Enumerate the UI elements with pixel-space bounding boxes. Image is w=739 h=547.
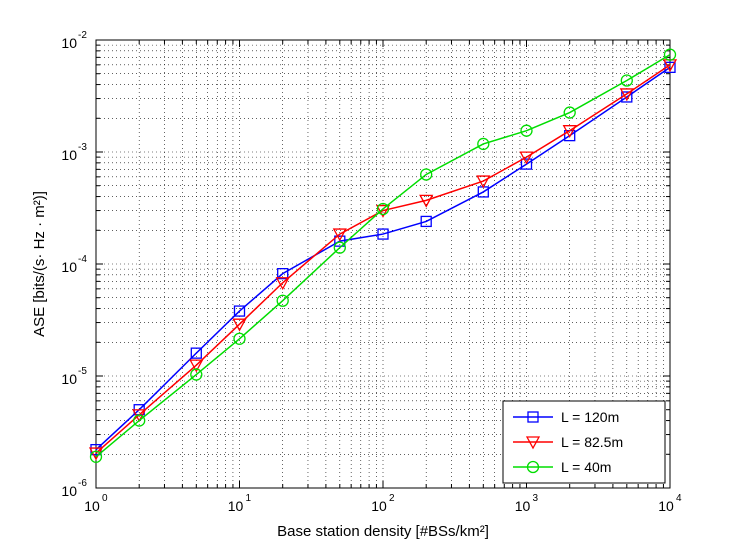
x-tick-label: 10 [84, 498, 100, 514]
series-3 [89, 48, 677, 463]
series-2 [88, 59, 678, 461]
legend-marker [527, 411, 539, 423]
x-tick-exponent: 2 [389, 493, 395, 504]
y-tick-labels: 10-610-510-410-310-2 [61, 30, 87, 499]
axis-ticks [95, 39, 671, 489]
data-point [376, 202, 390, 216]
x-tick-label: 10 [371, 498, 387, 514]
data-point [233, 332, 246, 345]
data-point [520, 158, 533, 170]
data-point [420, 168, 433, 181]
data-point [619, 88, 634, 102]
data-point [377, 228, 389, 240]
legend-marker [526, 460, 540, 474]
y-tick-exponent: -2 [78, 30, 87, 41]
x-tick-exponent: 0 [102, 493, 108, 504]
legend-label: L = 82.5m [561, 434, 623, 450]
x-tick-labels: 10 0 10 1 10 2 10 3 10 4 [84, 493, 682, 514]
x-tick-exponent: 3 [533, 493, 539, 504]
data-point [275, 277, 290, 291]
data-point [520, 124, 533, 137]
data-point [233, 305, 246, 317]
y-tick-exponent: -3 [78, 142, 87, 153]
x-tick-label: 10 [228, 498, 244, 514]
data-point [276, 294, 289, 307]
data-point [477, 137, 490, 151]
legend-item: L = 82.5m [513, 434, 623, 450]
y-tick-label: 10 [61, 259, 77, 275]
legend-marker [525, 436, 541, 450]
x-tick-label: 10 [658, 498, 674, 514]
data-point [563, 106, 576, 119]
y-tick-exponent: -6 [78, 478, 87, 489]
y-tick-exponent: -4 [78, 254, 87, 265]
y-tick-label: 10 [61, 483, 77, 499]
data-point [190, 368, 203, 381]
data-point [419, 194, 434, 208]
series-group [88, 48, 678, 463]
legend-item: L = 40m [513, 459, 611, 475]
data-point [133, 414, 146, 427]
x-tick-label: 10 [515, 498, 531, 514]
data-point [420, 215, 432, 228]
legend-label: L = 120m [561, 409, 619, 425]
y-tick-exponent: -5 [78, 366, 87, 377]
data-point [189, 359, 204, 373]
grid [96, 40, 670, 488]
y-axis-title: ASE [bits/(s· Hz · m²)] [31, 191, 48, 337]
legend: L = 120m L = 82.5m L = 40m [502, 400, 666, 484]
x-tick-exponent: 1 [246, 493, 252, 504]
data-point [476, 175, 491, 189]
x-axis-title: Base station density [#BSs/km²] [277, 523, 489, 540]
data-point [620, 74, 633, 87]
data-point [519, 151, 534, 165]
y-tick-label: 10 [61, 35, 77, 51]
series-line [95, 54, 671, 458]
legend-label: L = 40m [561, 459, 611, 475]
data-point [663, 48, 677, 61]
series-line [95, 64, 671, 454]
data-point [334, 235, 346, 247]
data-point [277, 268, 289, 280]
data-point [332, 228, 347, 242]
legend-item: L = 120m [513, 409, 619, 425]
data-point [89, 450, 103, 463]
data-point [333, 241, 346, 254]
y-tick-label: 10 [61, 147, 77, 163]
data-point [190, 347, 202, 359]
x-tick-exponent: 4 [676, 493, 682, 504]
data-point [562, 125, 577, 139]
data-point [232, 318, 247, 332]
y-tick-label: 10 [61, 371, 77, 387]
